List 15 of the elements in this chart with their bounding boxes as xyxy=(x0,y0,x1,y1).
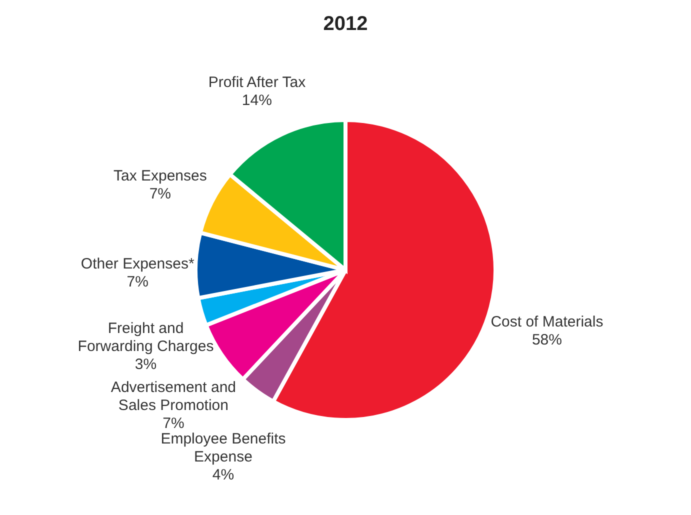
slice-label: Tax Expenses xyxy=(113,168,207,185)
data-label: 7% xyxy=(162,414,184,432)
data-label: 14% xyxy=(242,92,272,109)
data-label: 58% xyxy=(532,332,562,349)
slice-label: Employee Benefits Expense xyxy=(160,430,286,466)
slice-label: Advertisement and Sales Promotion xyxy=(110,378,236,414)
data-label: 7% xyxy=(126,273,148,290)
slice-label: Cost of Materials xyxy=(490,314,604,331)
data-label: 7% xyxy=(149,186,172,203)
data-label: 3% xyxy=(134,356,157,374)
slice-label: Freight and Forwarding Charges xyxy=(78,320,214,356)
slice-label: Other Expenses* xyxy=(80,255,194,272)
data-label: 4% xyxy=(212,466,234,484)
chart-title: 2012 xyxy=(323,13,368,35)
slice-label: Profit After Tax xyxy=(208,74,306,91)
